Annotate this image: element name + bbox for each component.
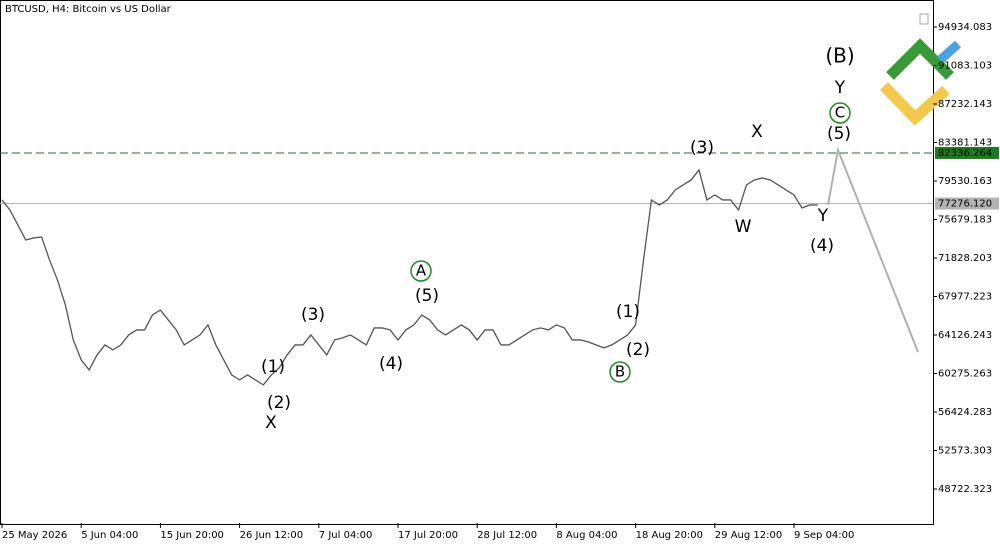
y-tick-label: 87232.143	[938, 99, 992, 110]
annotation: X	[751, 122, 763, 142]
logo-blue	[937, 40, 961, 64]
y-tick-label: 94934.083	[938, 22, 992, 33]
annotation: (2)	[267, 393, 291, 413]
y-tick-label: 79530.163	[938, 176, 992, 187]
annotation: (B)	[825, 44, 854, 68]
y-tick-label: 52573.303	[938, 445, 992, 456]
x-tick-label: 7 Jul 04:00	[319, 530, 373, 541]
y-tick-label: 48722.323	[938, 484, 992, 495]
y-tick-label: 91083.103	[938, 61, 992, 72]
annotation: (3)	[690, 138, 714, 158]
annotation: B	[615, 363, 625, 381]
annotation: Y	[834, 78, 846, 98]
annotation: C	[835, 104, 845, 122]
annotation: (2)	[626, 340, 650, 360]
plot-frame	[0, 0, 934, 525]
forecast-path	[827, 146, 919, 353]
chart-title: BTCUSD, H4: Bitcoin vs US Dollar	[5, 4, 172, 15]
level-label: 82336.264	[938, 148, 992, 159]
annotation: (1)	[261, 357, 285, 377]
annotation-circle	[410, 260, 432, 282]
y-tick-label: 71828.203	[938, 253, 992, 264]
logo-green	[886, 38, 954, 80]
annotation: (1)	[616, 302, 640, 322]
x-tick-label: 5 Jun 04:00	[81, 530, 138, 541]
y-tick-label: 75679.183	[938, 214, 992, 225]
x-tick-label: 17 Jul 20:00	[398, 530, 458, 541]
x-tick-label: 18 Aug 20:00	[636, 530, 703, 541]
y-tick-label: 56424.283	[938, 407, 992, 418]
annotation: W	[735, 217, 752, 237]
y-tick-label: 67977.223	[938, 291, 992, 302]
level-label-box	[935, 146, 999, 159]
x-tick-label: 25 May 2026	[2, 530, 67, 541]
annotation: X	[265, 413, 277, 433]
annotation: (4)	[379, 354, 403, 374]
annotation: Y	[817, 206, 829, 226]
annotation: (3)	[301, 305, 325, 325]
x-tick-label: 28 Jul 12:00	[477, 530, 537, 541]
logo-yellow	[880, 82, 950, 126]
annotation-circle	[829, 102, 851, 124]
annotation: (5)	[415, 286, 439, 306]
x-tick-label: 15 Jun 20:00	[160, 530, 224, 541]
annotation: (4)	[810, 236, 834, 256]
logo	[880, 38, 961, 126]
chart-icon	[919, 13, 929, 25]
annotation: (5)	[827, 124, 851, 144]
level-label: 77276.120	[938, 199, 992, 210]
x-tick-label: 8 Aug 04:00	[556, 530, 617, 541]
annotation: A	[416, 262, 427, 280]
y-tick-label: 64126.243	[938, 330, 992, 341]
x-tick-label: 26 Jun 12:00	[240, 530, 304, 541]
x-tick-label: 29 Aug 12:00	[715, 530, 782, 541]
x-tick-label: 9 Sep 04:00	[794, 530, 854, 541]
level-label-box	[935, 197, 999, 210]
y-tick-label: 60275.263	[938, 368, 992, 379]
y-tick-label: 83381.143	[938, 138, 992, 149]
annotation-circle	[609, 361, 631, 383]
price-line	[1, 168, 818, 386]
